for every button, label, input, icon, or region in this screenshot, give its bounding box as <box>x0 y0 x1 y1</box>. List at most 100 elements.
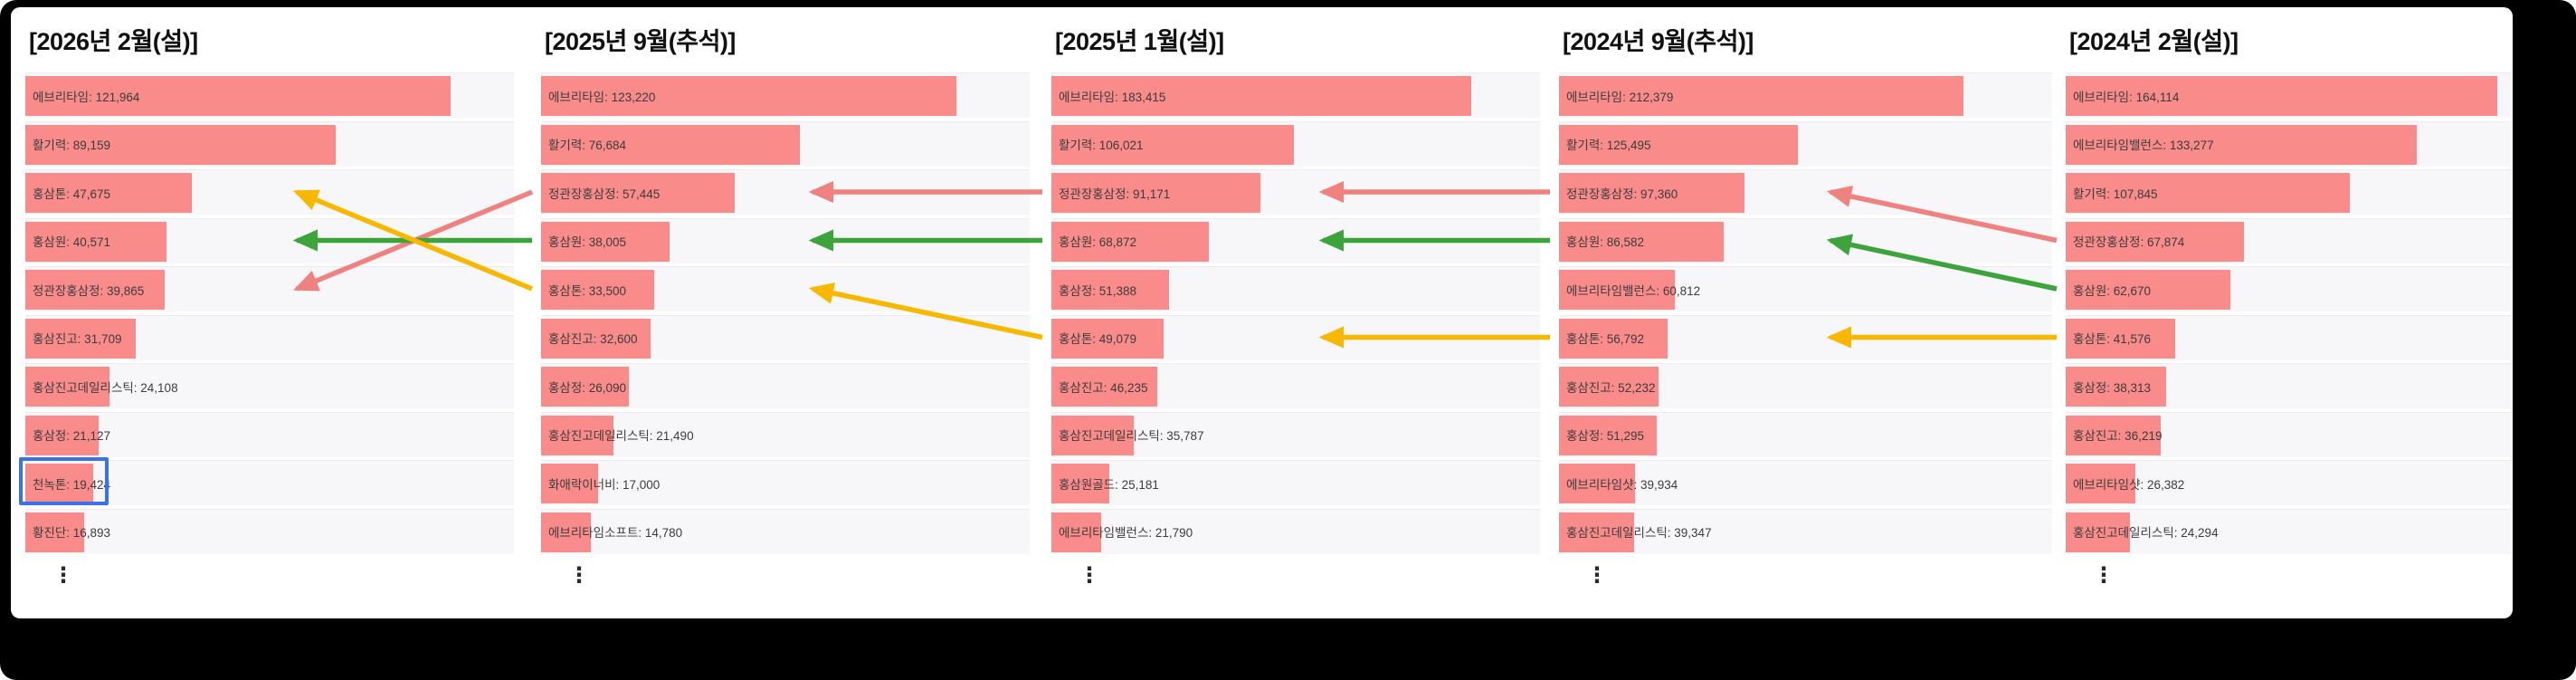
chart-row: 홍삼진고데일리스틱: 21,490 <box>541 411 1030 457</box>
bar <box>2066 173 2350 213</box>
bar <box>1051 415 1134 455</box>
chart-row: 활기력: 76,684 <box>541 120 1030 167</box>
chart-panel: [2025년 9월(추석)] 에브리타임: 123,220 활기력: 76,684 정… <box>541 7 1030 618</box>
chart-row: 홍삼톤: 56,792 <box>1559 314 2052 360</box>
bar-label: 홍삼정: 21,127 <box>33 429 111 443</box>
more-rows-ellipsis: ⋮ <box>52 562 74 588</box>
chart-row: 홍삼원: 86,582 <box>1559 217 2052 263</box>
bar <box>25 318 137 359</box>
bar <box>25 415 100 455</box>
bar <box>1051 173 1260 213</box>
chart-row: 에브리타임: 212,379 <box>1559 72 2052 118</box>
bar-label: 홍삼진고데일리스틱: 24,294 <box>2073 526 2219 540</box>
bar <box>25 76 451 116</box>
bar-label: 홍삼톤: 33,500 <box>548 283 627 298</box>
chart-row: 정관장홍삼정: 57,445 <box>541 169 1030 215</box>
bar <box>1051 367 1158 407</box>
bar <box>25 173 192 213</box>
bar <box>541 464 599 503</box>
bar-label: 홍삼진고: 32,600 <box>548 332 638 346</box>
bar <box>1051 318 1164 359</box>
bar-label: 홍삼톤: 41,576 <box>2073 332 2152 346</box>
chart-row: 에브리타임: 123,220 <box>541 72 1030 118</box>
chart-row: 천녹톤: 19,424 <box>19 457 514 505</box>
bar-label: 홍삼톤: 49,079 <box>1059 332 1137 346</box>
bar-label: 활기력: 106,021 <box>1059 139 1144 152</box>
bar-label: 에브리타임: 212,379 <box>1566 90 1674 104</box>
chart-row: 홍삼진고: 31,709 <box>25 314 514 360</box>
bar <box>2066 270 2231 310</box>
bar-label: 홍삼톤: 47,675 <box>33 187 111 201</box>
bar-label: 활기력: 89,159 <box>33 139 111 152</box>
chart-row: 홍삼정: 51,295 <box>1559 411 2052 457</box>
bar-label: 홍삼정: 51,295 <box>1566 429 1645 443</box>
chart-row: 홍삼진고: 46,235 <box>1051 363 1540 408</box>
chart-row: 에브리타임: 121,964 <box>25 72 514 118</box>
bar <box>1559 512 1634 552</box>
bar-label: 에브리타임: 164,114 <box>2073 90 2180 104</box>
bar <box>541 173 735 213</box>
more-rows-ellipsis: ⋮ <box>568 562 590 588</box>
bar-label: 홍삼톤: 56,792 <box>1566 332 1645 346</box>
bar-label: 홍삼진고: 31,709 <box>33 332 122 346</box>
bar-label: 황진단: 16,893 <box>33 526 111 540</box>
bar-label: 홍삼원골드: 25,181 <box>1059 477 1159 492</box>
bar <box>25 464 93 503</box>
bar-label: 에브리타임샷: 26,382 <box>2073 477 2185 492</box>
bar <box>25 512 85 552</box>
bar <box>25 270 165 310</box>
bar-label: 활기력: 76,684 <box>548 139 627 152</box>
bar <box>1559 318 1668 359</box>
chart-panel: [2025년 1월(설)] 에브리타임: 183,415 활기력: 106,021 정… <box>1051 7 1540 618</box>
chart-row: 홍삼진고데일리스틱: 35,787 <box>1051 411 1540 457</box>
dashboard-canvas: [2026년 2월(설)] 에브리타임: 121,964 활기력: 89,159 홍삼… <box>11 7 2513 618</box>
bar <box>2066 318 2175 359</box>
more-rows-ellipsis: ⋮ <box>1079 562 1100 588</box>
bar-label: 홍삼진고: 52,232 <box>1566 380 1656 395</box>
bar-label: 홍삼원: 40,571 <box>33 235 111 249</box>
chart-row: 정관장홍삼정: 67,874 <box>2066 217 2511 263</box>
bar <box>25 221 167 262</box>
chart-row: 홍삼정: 38,313 <box>2066 363 2511 408</box>
chart-row: 홍삼진고: 32,600 <box>541 314 1030 360</box>
bar <box>2066 464 2135 503</box>
chart-rows: 에브리타임: 123,220 활기력: 76,684 정관장홍삼정: 57,445 홍… <box>541 72 1030 587</box>
bar-label: 홍삼원: 38,005 <box>548 235 627 249</box>
bar-label: 에브리타임밸런스: 133,277 <box>2073 139 2214 152</box>
bar <box>1051 464 1109 503</box>
bar-label: 정관장홍삼정: 67,874 <box>2073 235 2185 249</box>
bar <box>1559 221 1725 262</box>
bar-label: 홍삼원: 68,872 <box>1059 235 1137 249</box>
bar-label: 홍삼진고: 46,235 <box>1059 380 1148 395</box>
more-rows-ellipsis: ⋮ <box>2093 562 2115 588</box>
bar-label: 에브리타임소프트: 14,780 <box>548 526 683 540</box>
bar <box>541 124 800 165</box>
bar <box>2066 221 2245 262</box>
chart-row: 홍삼톤: 41,576 <box>2066 314 2511 360</box>
bar-label: 홍삼진고데일리스틱: 35,787 <box>1059 429 1204 443</box>
chart-row: 정관장홍삼정: 97,360 <box>1559 169 2052 215</box>
bar-label: 홍삼진고: 36,219 <box>2073 429 2163 443</box>
chart-row: 홍삼원: 62,670 <box>2066 266 2511 311</box>
highlight-box <box>19 457 109 505</box>
chart-row: 홍삼톤: 33,500 <box>541 266 1030 311</box>
chart-row: 활기력: 89,159 <box>25 120 514 167</box>
chart-row: 홍삼진고데일리스틱: 24,108 <box>25 363 514 408</box>
chart-row: 활기력: 106,021 <box>1051 120 1540 167</box>
bar-label: 에브리타임: 183,415 <box>1059 90 1166 104</box>
chart-row: 에브리타임샷: 26,382 <box>2066 460 2511 505</box>
bar-label: 에브리타임샷: 39,934 <box>1566 477 1678 492</box>
chart-row: 홍삼원: 40,571 <box>25 217 514 263</box>
bar-label: 홍삼원: 86,582 <box>1566 235 1645 249</box>
chart-row: 홍삼진고데일리스틱: 24,294 <box>2066 508 2511 554</box>
chart-row: 홍삼정: 51,388 <box>1051 266 1540 311</box>
chart-row: 홍삼정: 26,090 <box>541 363 1030 408</box>
bar-label: 에브리타임: 123,220 <box>548 90 656 104</box>
chart-row: 화애락이너비: 17,000 <box>541 460 1030 505</box>
chart-row: 홍삼정: 21,127 <box>25 411 514 457</box>
chart-row: 홍삼원: 68,872 <box>1051 217 1540 263</box>
bar <box>2066 76 2498 116</box>
bar-label: 정관장홍삼정: 39,865 <box>33 283 145 298</box>
chart-row: 에브리타임밸런스: 60,812 <box>1559 266 2052 311</box>
bar <box>2066 124 2417 165</box>
